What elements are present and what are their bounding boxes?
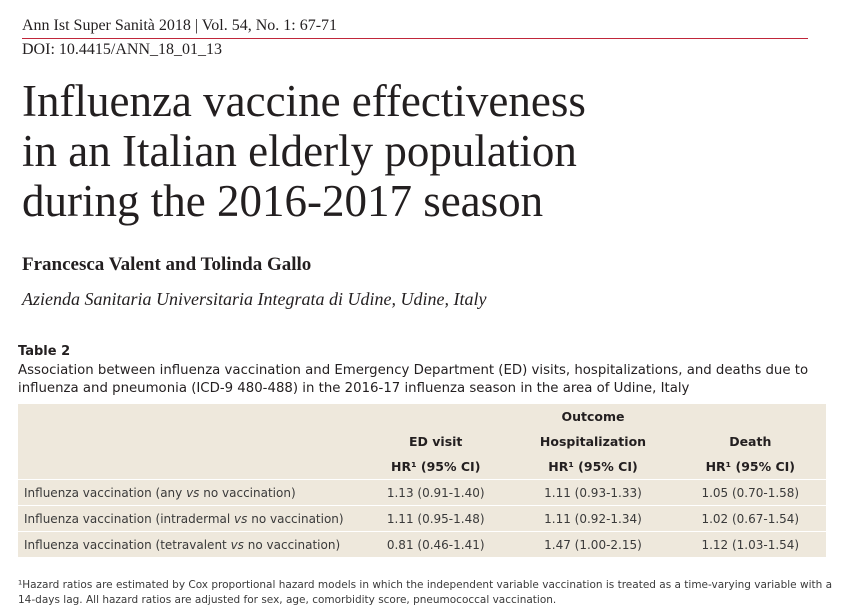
cell: 1.11 (0.93-1.33) [511,479,675,506]
row-label: Influenza vaccination (tetravalent vs no… [18,531,360,557]
data-row: Influenza vaccination (tetravalent vs no… [18,531,826,557]
cell: 1.12 (1.03-1.54) [674,531,826,557]
authors: Francesca Valent and Tolinda Gallo [22,254,312,275]
table-caption: Association between influenza vaccinatio… [18,363,809,396]
cell: 1.05 (0.70-1.58) [674,479,826,506]
group-header: Outcome [561,409,625,424]
data-row: Influenza vaccination (intradermal vs no… [18,505,826,532]
column-header: ED visit [409,434,463,449]
label-part: vs [234,512,248,526]
row-label: Influenza vaccination (intradermal vs no… [18,505,360,532]
title-line: in an Italian elderly population [22,126,577,176]
label-part: Influenza vaccination (tetravalent [24,538,231,552]
cell: 1.11 (0.92-1.34) [511,505,675,532]
doi: DOI: 10.4415/ANN_18_01_13 [22,41,222,58]
column-header: Death [729,434,772,449]
empty-cell [18,404,360,429]
data-row: Influenza vaccination (any vs no vaccina… [18,479,826,506]
label-part: no vaccination) [199,486,296,500]
header-row: Outcome [18,404,826,429]
label-part: vs [230,538,244,552]
table-label: Table 2 [18,344,71,359]
column-subheader: HR¹ (95% CI) [390,459,481,474]
affiliation: Azienda Sanitaria Universitaria Integrat… [22,289,487,309]
cell: 1.11 (0.95-1.48) [360,505,512,532]
header-rule [22,38,808,39]
empty-cell [18,454,360,480]
header-row: ED visit Hospitalization Death [18,429,826,454]
column-subheader: HR¹ (95% CI) [548,459,638,474]
label-part: Influenza vaccination (any [24,486,187,500]
cell: 1.02 (0.67-1.54) [674,505,826,532]
header-row: HR¹ (95% CI) HR¹ (95% CI) HR¹ (95% CI) [18,454,826,480]
article-title: Influenza vaccine effectiveness in an Ita… [22,76,586,226]
table-footnote: ¹Hazard ratios are estimated by Cox prop… [18,579,833,606]
cell: 1.13 (0.91-1.40) [360,479,512,506]
label-part: no vaccination) [247,512,344,526]
title-line: during the 2016-2017 season [22,176,544,226]
column-subheader: HR¹ (95% CI) [705,459,795,474]
results-table: Outcome ED visit Hospitalization Death HR¹ (… [18,404,826,557]
cell: 1.47 (1.00-2.15) [511,531,675,557]
row-label: Influenza vaccination (any vs no vaccina… [18,479,360,506]
label-part: vs [186,486,200,500]
cell: 0.81 (0.46-1.41) [360,531,512,557]
journal-line: Ann Ist Super Sanità 2018 | Vol. 54, No.… [22,17,338,34]
label-part: no vaccination) [243,538,341,552]
empty-cell [18,429,360,454]
title-line: Influenza vaccine effectiveness [22,76,586,126]
column-header: Hospitalization [539,434,647,449]
label-part: Influenza vaccination (intradermal [24,512,235,526]
